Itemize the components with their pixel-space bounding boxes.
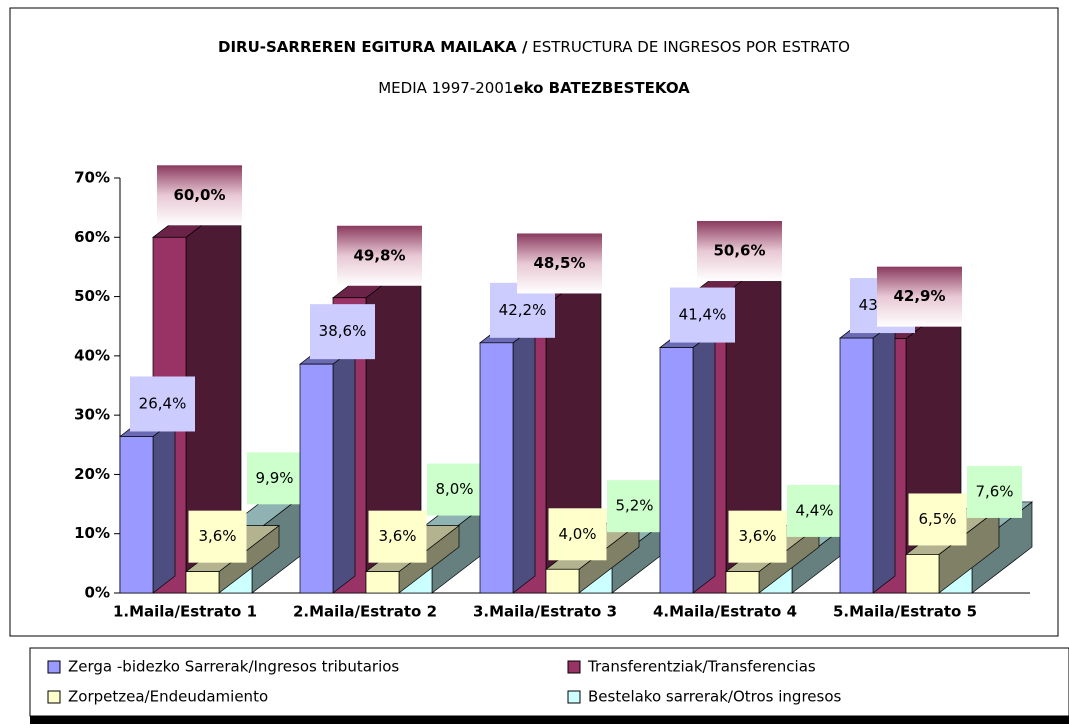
- label-box: [130, 376, 195, 432]
- bar: [299, 363, 334, 594]
- y-tick-label: 10%: [74, 524, 110, 542]
- x-tick-label: 5.Maila/Estrato 5: [833, 603, 977, 621]
- y-tick-label: 60%: [74, 228, 110, 246]
- y-tick-label: 50%: [74, 287, 110, 305]
- data-label: 7,6%: [975, 482, 1013, 500]
- legend-shadow: [30, 716, 1069, 724]
- y-tick-label: 40%: [74, 346, 110, 364]
- label-box: [697, 221, 782, 282]
- data-label: 6,5%: [918, 510, 956, 528]
- data-label: 3,6%: [738, 527, 776, 545]
- data-label: 50,6%: [713, 242, 765, 260]
- chart-subtitle: MEDIA 1997-2001eko BATEZBESTEKOA: [378, 79, 690, 97]
- legend-marker: [47, 660, 61, 674]
- data-label: 26,4%: [139, 394, 187, 412]
- legend-label: Zorpetzea/Endeudamiento: [68, 688, 268, 706]
- bar: [839, 337, 874, 594]
- legend-marker: [47, 690, 61, 704]
- x-tick-label: 1.Maila/Estrato 1: [113, 603, 257, 621]
- label-box: [607, 480, 662, 533]
- x-tick-label: 2.Maila/Estrato 2: [293, 603, 437, 621]
- legend-label: Transferentziak/Transferencias: [587, 658, 816, 676]
- label-box: [908, 493, 967, 546]
- bar-side: [332, 346, 356, 594]
- legend-box: [29, 647, 1069, 717]
- data-label: 41,4%: [679, 306, 727, 324]
- x-tick-label: 3.Maila/Estrato 3: [473, 603, 617, 621]
- data-label: 4,0%: [558, 525, 596, 543]
- label-box: [368, 510, 427, 563]
- bar-side: [152, 418, 176, 594]
- legend-label: Zerga -bidezko Sarrerak/Ingresos tributa…: [68, 658, 399, 676]
- bar-side: [692, 329, 716, 594]
- label-box: [427, 463, 482, 516]
- label-box: [548, 508, 607, 561]
- bar: [659, 347, 694, 594]
- label-box: [967, 465, 1022, 518]
- data-label: 3,6%: [198, 527, 236, 545]
- legend-label: Bestelako sarrerak/Otros ingresos: [588, 688, 842, 706]
- data-label: 49,8%: [353, 246, 405, 264]
- data-label: 42,2%: [499, 301, 547, 319]
- label-box: [670, 287, 735, 343]
- data-label: 38,6%: [319, 322, 367, 340]
- y-tick-label: 20%: [74, 465, 110, 483]
- x-tick-label: 4.Maila/Estrato 4: [653, 603, 797, 621]
- y-tick-label: 30%: [74, 406, 110, 424]
- bar-side: [512, 325, 536, 594]
- data-label: 3,6%: [378, 527, 416, 545]
- legend-marker: [567, 690, 581, 704]
- label-box: [728, 510, 787, 563]
- label-box: [310, 304, 375, 360]
- bar: [185, 571, 220, 594]
- data-label: 4,4%: [795, 501, 833, 519]
- data-label: 9,9%: [255, 469, 293, 487]
- bar: [119, 436, 154, 594]
- legend-marker: [567, 660, 581, 674]
- label-box: [247, 452, 302, 505]
- label-box: [188, 510, 247, 563]
- bar: [365, 571, 400, 594]
- bar-side: [872, 320, 896, 594]
- data-label: 5,2%: [615, 497, 653, 515]
- data-label: 42,9%: [893, 287, 945, 305]
- data-label: 48,5%: [533, 254, 585, 272]
- bar: [479, 342, 514, 594]
- chart-title: DIRU-SARREREN EGITURA MAILAKA / ESTRUCTU…: [218, 38, 850, 56]
- bar: [725, 571, 760, 594]
- data-label: 60,0%: [173, 186, 225, 204]
- label-box: [337, 225, 422, 286]
- label-box: [787, 484, 842, 537]
- label-box: [157, 165, 242, 226]
- y-tick-label: 0%: [85, 584, 110, 602]
- y-tick-label: 70%: [74, 169, 110, 187]
- bar: [545, 568, 580, 594]
- data-label: 8,0%: [435, 480, 473, 498]
- label-box: [517, 233, 602, 294]
- bar: [905, 554, 940, 594]
- label-box: [877, 266, 962, 327]
